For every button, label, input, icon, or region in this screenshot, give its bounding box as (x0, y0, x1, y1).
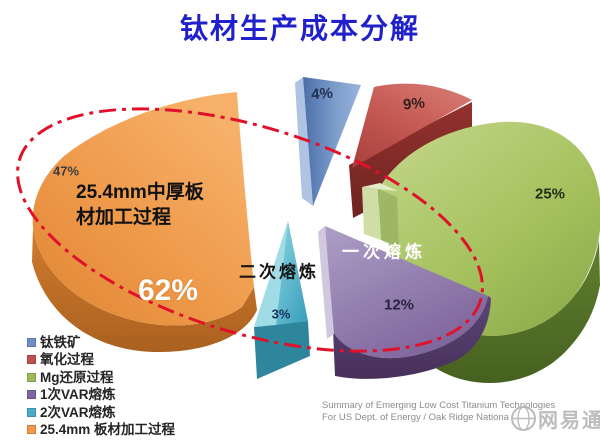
globe-icon (511, 406, 536, 431)
source-note: Summary of Emerging Low Cost Titanium Te… (322, 400, 555, 424)
legend-item-var2: 2次VAR熔炼 (27, 404, 175, 421)
group-annotation-ellipse (16, 107, 484, 353)
slice-ilmenite (295, 77, 361, 206)
slice-plate-processing (32, 92, 257, 353)
pct-label-var1: 12% (383, 296, 415, 314)
group-sum-label: 62% (137, 274, 199, 307)
pct-label-ilmenite: 4% (310, 84, 334, 104)
pct-label-plate: 47% (52, 163, 80, 179)
legend-label: Mg还原过程 (40, 369, 114, 385)
watermark-text: 网易通 (538, 410, 600, 432)
legend-swatch-oxidation (27, 355, 36, 365)
slice-var1 (318, 226, 491, 379)
legend-label: 25.4mm 板材加工过程 (40, 421, 176, 437)
legend-swatch-var1 (27, 390, 36, 400)
legend-label: 2次VAR熔炼 (40, 404, 116, 420)
source-line1: Summary of Emerging Low Cost Titanium Te… (322, 400, 556, 411)
slice-var2 (254, 221, 310, 379)
legend-item-var1: 1次VAR熔炼 (27, 386, 175, 403)
plate-process-line1: 25.4mm中厚板 (76, 182, 204, 203)
legend-item-mg-reduction: Mg还原过程 (27, 369, 175, 386)
legend-label: 钛铁矿 (40, 335, 81, 350)
plate-process-label: 25.4mm中厚板 材加工过程 (76, 180, 204, 230)
legend-label: 氧化过程 (40, 352, 94, 368)
legend-item-ilmenite: 钛铁矿 (27, 334, 175, 351)
plate-process-line2: 材加工过程 (76, 207, 172, 228)
legend-swatch-ilmenite (27, 338, 36, 347)
source-line2: For US Dept. of Energy / Oak Ridge Natio… (322, 412, 509, 423)
pct-label-mg-reduction: 25% (534, 185, 566, 203)
page-title: 钛材生产成本分解 (179, 13, 420, 44)
pct-label-oxidation: 9% (402, 94, 426, 114)
primary-melt-label: 一次熔炼 (342, 242, 426, 262)
legend-swatch-plate (27, 424, 36, 434)
legend-swatch-mg-reduction (27, 372, 36, 382)
watermark: 网易通 (510, 404, 600, 433)
legend-label: 1次VAR熔炼 (40, 387, 116, 403)
legend-swatch-var2 (27, 407, 36, 417)
secondary-melt-label: 二次熔炼 (239, 262, 319, 282)
legend-item-oxidation: 氧化过程 (27, 351, 175, 368)
legend: 钛铁矿 氧化过程 Mg还原过程 1次VAR熔炼 2次VAR熔炼 25.4mm 板… (27, 334, 175, 438)
pct-label-var2: 3% (271, 306, 291, 322)
legend-item-plate: 25.4mm 板材加工过程 (27, 421, 175, 438)
